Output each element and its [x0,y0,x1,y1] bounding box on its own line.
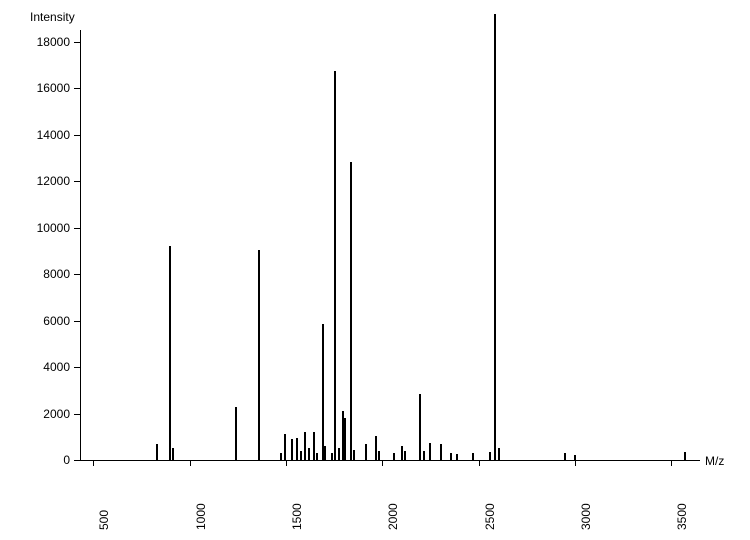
x-tick-label: 2500 [483,470,497,530]
spectrum-peak [375,436,377,460]
spectrum-peak [338,448,340,460]
spectrum-peak [235,407,237,460]
x-tick [93,460,94,466]
spectrum-peak [291,439,293,460]
y-axis-title: Intensity [30,10,75,24]
y-tick [74,321,80,322]
y-tick-label: 10000 [0,221,70,235]
spectrum-peak [494,14,496,460]
spectrum-peak [684,452,686,460]
spectrum-peak [489,452,491,460]
y-tick-label: 8000 [0,267,70,281]
spectrum-peak [419,394,421,460]
x-tick-label: 1000 [194,470,208,530]
y-tick [74,42,80,43]
spectrum-peak [393,453,395,460]
x-tick [575,460,576,466]
y-tick [74,414,80,415]
y-tick-label: 0 [0,453,70,467]
spectrum-peak [172,448,174,460]
y-tick-label: 4000 [0,360,70,374]
x-tick [671,460,672,466]
y-tick [74,135,80,136]
spectrum-peak [322,324,324,460]
spectrum-peak [365,444,367,460]
x-tick-label: 1500 [290,470,304,530]
x-tick [286,460,287,466]
spectrum-peak [304,432,306,460]
spectrum-peak [429,443,431,460]
x-tick-label: 3500 [675,470,689,530]
spectrum-peak [564,453,566,460]
spectrum-peak [353,450,355,460]
spectrum-peak [456,454,458,460]
spectrum-peak [313,432,315,460]
mass-spectrum-chart: 0 2000 4000 6000 8000 10000 12000 14000 16000 180… [0,0,750,540]
y-tick-label: 14000 [0,128,70,142]
y-tick [74,367,80,368]
spectrum-peak [440,444,442,460]
spectrum-peak [316,453,318,460]
y-tick-label: 2000 [0,407,70,421]
spectrum-peak [378,451,380,460]
x-axis [80,460,700,461]
spectrum-peak [498,448,500,460]
x-tick-label: 2000 [386,470,400,530]
spectrum-peak [296,438,298,460]
spectrum-peak [401,446,403,460]
spectrum-peak [280,453,282,460]
spectrum-peak [334,71,336,460]
spectrum-peak [169,246,171,460]
x-tick-label: 3000 [579,470,593,530]
spectrum-peak [404,451,406,460]
spectrum-peak [472,453,474,460]
spectrum-peak [284,434,286,460]
spectrum-peak [574,455,576,460]
spectrum-peak [423,451,425,460]
spectrum-peak [308,448,310,460]
spectrum-peak [300,451,302,460]
y-tick [74,88,80,89]
y-tick-label: 16000 [0,81,70,95]
spectrum-peak [258,250,260,460]
spectrum-peak [156,444,158,460]
x-tick [190,460,191,466]
y-tick [74,228,80,229]
y-tick [74,460,80,461]
x-tick [382,460,383,466]
y-tick-label: 12000 [0,174,70,188]
x-tick-label: 500 [97,470,111,530]
x-axis-title: M/z [705,454,724,468]
y-tick-label: 6000 [0,314,70,328]
spectrum-peak [450,453,452,460]
x-tick [479,460,480,466]
y-tick [74,274,80,275]
y-tick [74,181,80,182]
spectrum-peak [350,162,352,460]
spectrum-peak [344,418,346,460]
y-axis [80,30,81,460]
spectrum-peak [324,446,326,460]
y-tick-label: 18000 [0,35,70,49]
spectrum-peak [331,453,333,460]
